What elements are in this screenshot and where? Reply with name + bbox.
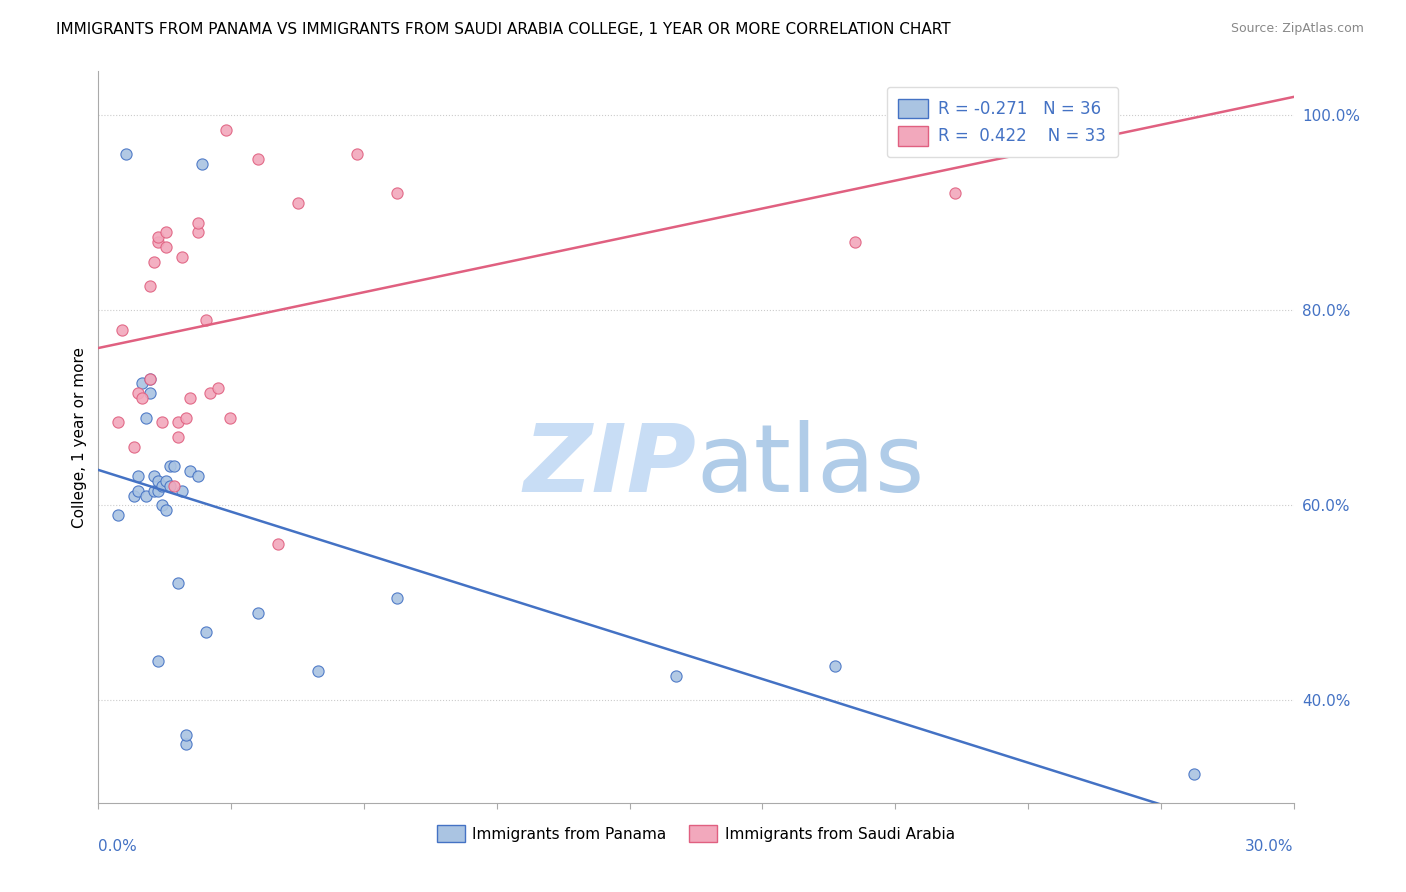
Point [139, 371, 162, 385]
Point [131, 391, 153, 405]
Point [172, 483, 194, 498]
Point [139, 371, 162, 385]
Point [107, 508, 129, 522]
Legend: Immigrants from Panama, Immigrants from Saudi Arabia: Immigrants from Panama, Immigrants from … [430, 817, 962, 850]
Point [385, 186, 409, 201]
Point [143, 483, 166, 498]
Point [155, 474, 177, 488]
Point [187, 469, 209, 483]
Point [844, 235, 866, 249]
Point [215, 123, 238, 137]
Point [135, 410, 157, 425]
Point [307, 664, 329, 678]
Point [148, 230, 170, 244]
Point [150, 499, 173, 513]
Point [150, 416, 173, 430]
Point [167, 430, 190, 444]
Point [159, 479, 181, 493]
Point [148, 235, 170, 249]
Point [167, 416, 190, 430]
Point [159, 459, 181, 474]
Point [163, 479, 186, 493]
Point [665, 669, 688, 683]
Point [195, 625, 218, 640]
Point [174, 737, 197, 751]
Point [155, 225, 177, 239]
Point [346, 147, 368, 161]
Point [150, 479, 173, 493]
Point [115, 147, 138, 161]
Point [187, 215, 209, 229]
Point [148, 474, 170, 488]
Text: Source: ZipAtlas.com: Source: ZipAtlas.com [1230, 22, 1364, 36]
Point [124, 440, 146, 454]
Point [139, 279, 162, 293]
Point [172, 250, 194, 264]
Point [155, 240, 177, 254]
Point [246, 606, 269, 620]
Text: 30.0%: 30.0% [1246, 839, 1294, 855]
Point [127, 386, 149, 401]
Point [107, 416, 129, 430]
Point [179, 391, 201, 405]
Point [187, 225, 209, 239]
Point [167, 576, 190, 591]
Point [191, 157, 214, 171]
Text: IMMIGRANTS FROM PANAMA VS IMMIGRANTS FROM SAUDI ARABIA COLLEGE, 1 YEAR OR MORE C: IMMIGRANTS FROM PANAMA VS IMMIGRANTS FRO… [56, 22, 950, 37]
Point [824, 659, 846, 673]
Text: ZIP: ZIP [523, 420, 696, 512]
Point [139, 386, 162, 401]
Point [111, 323, 134, 337]
Point [207, 381, 229, 395]
Text: 0.0%: 0.0% [98, 839, 138, 855]
Point [198, 386, 221, 401]
Point [943, 186, 966, 201]
Point [131, 376, 153, 391]
Point [135, 489, 157, 503]
Point [385, 591, 409, 605]
Point [246, 152, 269, 166]
Point [174, 410, 197, 425]
Point [195, 313, 218, 327]
Point [287, 196, 309, 211]
Point [179, 464, 201, 478]
Point [267, 537, 290, 551]
Point [148, 654, 170, 668]
Text: atlas: atlas [696, 420, 924, 512]
Point [219, 410, 242, 425]
Point [143, 254, 166, 268]
Point [124, 489, 146, 503]
Y-axis label: College, 1 year or more: College, 1 year or more [72, 347, 87, 527]
Point [143, 469, 166, 483]
Point [127, 469, 149, 483]
Point [174, 727, 197, 741]
Point [163, 459, 186, 474]
Point [1182, 766, 1205, 780]
Point [148, 483, 170, 498]
Point [155, 503, 177, 517]
Point [127, 483, 149, 498]
